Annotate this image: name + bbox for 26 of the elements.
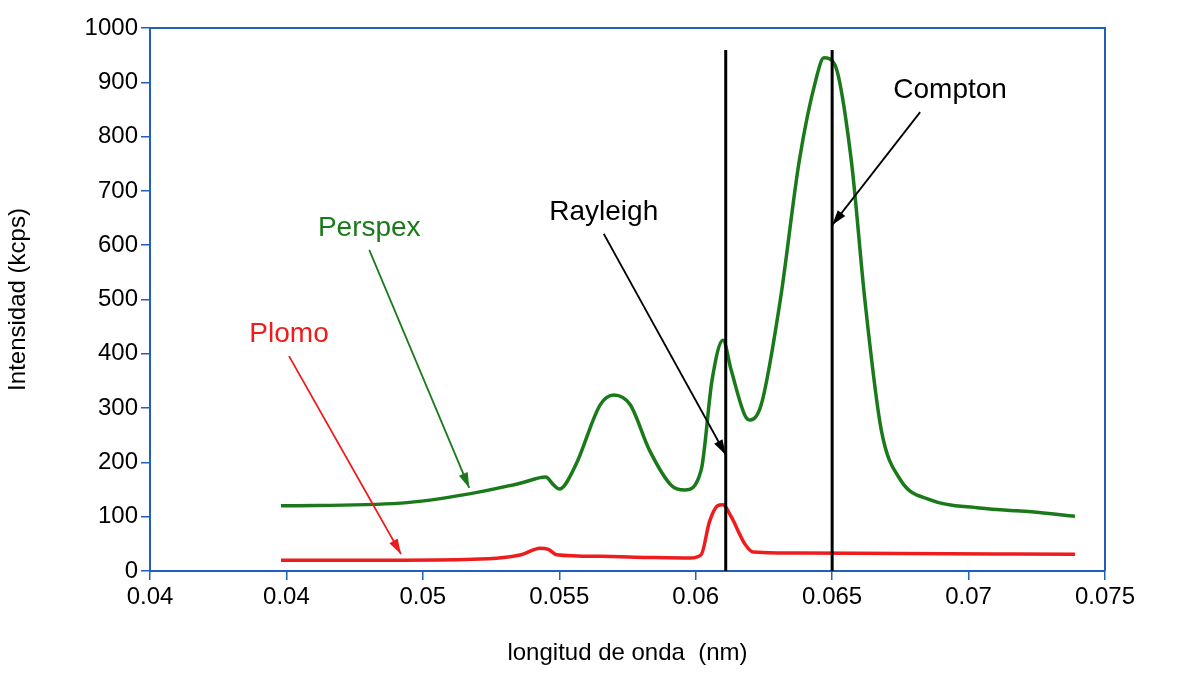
y-tick-label: 1000 [84,12,138,40]
x-tick-label: 0.04 [126,582,174,610]
x-tick-label: 0.065 [802,582,863,610]
text: Plomo [249,316,329,348]
y-tick-label: 500 [97,284,138,312]
y-tick-label: 100 [97,501,138,529]
y-tick-label: 800 [97,121,138,149]
y-tick-label: 300 [97,392,138,420]
x-tick-label: 0.075 [1074,582,1136,610]
y-tick-label: 0 [124,555,138,583]
text: Perspex [317,210,421,242]
ref-line-label: Compton [893,72,1007,104]
ref-line-label: Rayleigh [549,194,659,226]
y-tick-label: 700 [97,175,138,203]
x-tick-label: 0.055 [529,582,590,610]
x-axis-title: longitud de onda (nm) [507,638,748,666]
x-tick-label: 0.05 [399,582,447,610]
line-series [279,503,1077,562]
y-axis-title: Intensidad (kcps) [3,208,31,391]
x-tick-label: 0.07 [945,582,992,610]
y-tick-label: 400 [97,338,138,366]
y-tick-label: 600 [97,229,138,257]
x-tick-label: 0.04 [263,582,310,610]
y-tick-label: 900 [97,66,138,94]
x-tick-label: 0.06 [672,582,720,610]
y-tick-label: 200 [97,447,138,475]
